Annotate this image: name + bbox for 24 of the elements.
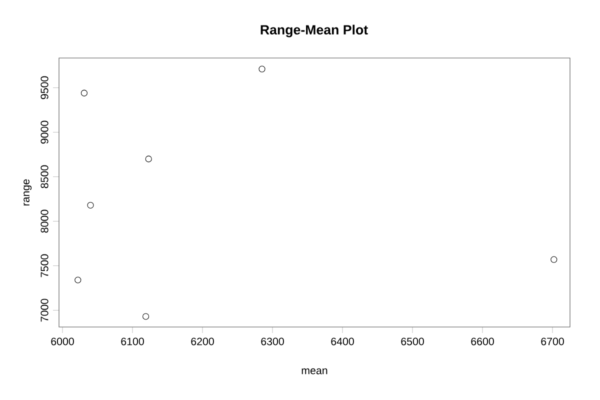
point [550,256,558,263]
x-tick-label: 6400 [331,338,354,346]
y-axis-title: range [24,179,32,206]
x-tick-label: 6200 [191,338,214,346]
y-tick-label: 8000 [40,210,48,233]
x-axis-title: mean [302,368,328,374]
chart-title: Range-Mean Plot [260,24,368,38]
point [142,313,150,320]
y-tick-label: 9500 [40,76,48,100]
y-tick-label: 8500 [40,165,48,188]
y-tick-label: 7000 [40,298,48,322]
x-tick-label: 6000 [51,338,74,346]
x-tick-label: 6700 [541,338,564,346]
x-tick-label: 6600 [471,338,494,346]
x-tick-label: 6100 [121,338,144,346]
point [87,202,94,208]
point [258,66,266,72]
y-tick-label: 7500 [40,254,48,278]
x-tick-label: 6500 [401,338,424,346]
point [145,156,152,162]
x-tick-label: 6300 [261,338,284,346]
point [80,90,88,96]
point [74,276,82,284]
y-tick-label: 9000 [40,120,48,144]
